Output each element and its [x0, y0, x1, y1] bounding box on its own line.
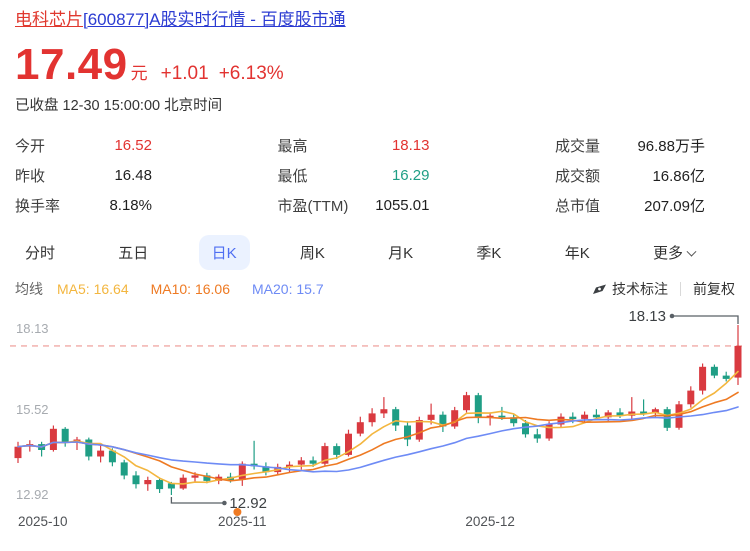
market-status: 已收盘 12-30 15:00:00 北京时间 — [15, 98, 223, 114]
ma-legend-bar: 均线 MA5: 16.64 MA10: 16.06 MA20: 15.7 技术标… — [0, 278, 750, 300]
tab-daily-k[interactable]: 日K — [198, 234, 250, 270]
stat-amount: 成交额 16.86亿 — [555, 167, 705, 185]
svg-text:18.13: 18.13 — [628, 308, 666, 325]
quote-price-row: 17.49 元 +1.01 +6.13% — [0, 42, 750, 88]
svg-text:2025-12: 2025-12 — [465, 514, 515, 529]
svg-text:12.92: 12.92 — [16, 487, 49, 502]
stat-volume: 成交量 96.88万手 — [555, 137, 705, 155]
tab-five-day[interactable]: 五日 — [118, 244, 149, 262]
chevron-down-icon — [686, 246, 697, 257]
last-price: 17.49 — [15, 40, 128, 89]
svg-text:2025-10: 2025-10 — [18, 514, 68, 529]
tab-yearly-k[interactable]: 年K — [564, 244, 590, 262]
tab-weekly-k[interactable]: 周K — [299, 244, 325, 262]
svg-text:18.13: 18.13 — [16, 321, 49, 336]
pen-nib-icon — [592, 283, 607, 296]
divider — [680, 282, 681, 296]
svg-text:2025-11: 2025-11 — [218, 514, 267, 529]
price-unit: 元 — [130, 64, 148, 83]
ma5-value: MA5: 16.64 — [57, 281, 129, 297]
stat-open: 今开 16.52 — [15, 136, 152, 155]
title-rest: [600877]A股实时行情 - 百度股市通 — [83, 10, 346, 29]
technical-annotation-button[interactable]: 技术标注 — [592, 279, 668, 299]
stat-low: 最低 16.29 — [277, 166, 430, 185]
forward-adjusted-button[interactable]: 前复权 — [693, 281, 735, 297]
candlestick-chart[interactable]: 18.13 15.52 12.92 18.13 12.92 2025-10 2025-11 2… — [0, 300, 750, 545]
price-change-percent: +6.13% — [218, 63, 284, 84]
ma20-value: MA20: 15.7 — [252, 281, 324, 297]
tab-monthly-k[interactable]: 月K — [388, 244, 414, 262]
kline-chart-svg: 18.13 15.52 12.92 18.13 12.92 2025-10 2025-11 2… — [10, 308, 742, 529]
stat-prev-close: 昨收 16.48 — [15, 166, 152, 185]
stat-turnover-rate: 换手率 8.18% — [15, 196, 152, 215]
ma-prefix-label: 均线 — [15, 281, 43, 297]
title-stock-name: 电科芯片 — [15, 10, 83, 29]
chart-period-tabs: 分时 五日 日K 周K 月K 季K 年K 更多 — [0, 234, 720, 270]
quote-stats-grid: 今开 16.52 昨收 16.48 换手率 8.18% 最高 18.13 最低 16.29… — [0, 130, 720, 220]
stat-high: 最高 18.13 — [277, 136, 430, 155]
stat-market-cap: 总市值 207.09亿 — [555, 197, 705, 215]
svg-text:12.92: 12.92 — [229, 495, 267, 512]
tab-quarterly-k[interactable]: 季K — [476, 244, 502, 262]
svg-text:15.52: 15.52 — [16, 402, 49, 417]
stat-pe-ttm: 市盈(TTM) 1055.01 — [277, 196, 430, 215]
ma10-value: MA10: 16.06 — [150, 281, 230, 297]
tab-more[interactable]: 更多 — [640, 235, 708, 270]
price-change: +1.01 — [160, 63, 209, 84]
tab-minute[interactable]: 分时 — [25, 244, 56, 262]
page-header: 电科芯片[600877]A股实时行情 - 百度股市通 — [0, 8, 750, 32]
page-title-link[interactable]: 电科芯片[600877]A股实时行情 - 百度股市通 — [15, 10, 346, 29]
